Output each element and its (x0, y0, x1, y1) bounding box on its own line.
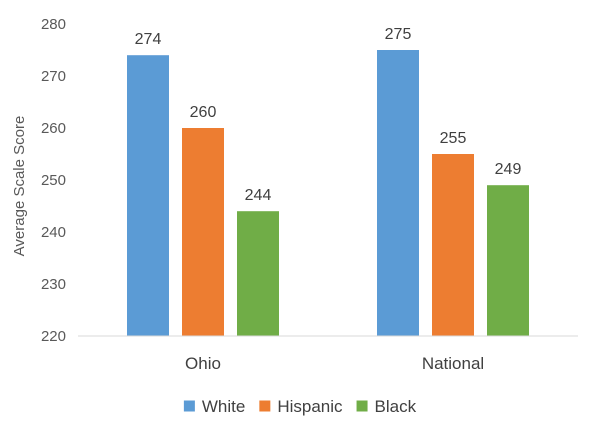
legend-swatch-hispanic (259, 400, 271, 412)
bar-black-national (487, 185, 529, 336)
y-tick-label: 250 (41, 172, 66, 189)
data-label: 249 (495, 161, 522, 178)
y-tick-label: 240 (41, 224, 66, 241)
legend-label-hispanic: Hispanic (277, 397, 343, 416)
legend-label-black: Black (375, 397, 417, 416)
y-tick-label: 280 (41, 16, 66, 33)
y-tick-label: 230 (41, 276, 66, 293)
data-label: 275 (385, 26, 412, 43)
bars: 274 260 244 275 255 249 (127, 26, 529, 336)
y-tick-label: 220 (41, 328, 66, 345)
bar-hispanic-national (432, 154, 474, 336)
data-label: 244 (245, 187, 272, 204)
y-axis-ticks: 220 230 240 250 260 270 280 (41, 16, 66, 345)
legend-swatch-black (356, 400, 368, 412)
bar-white-ohio (127, 55, 169, 336)
y-tick-label: 270 (41, 68, 66, 85)
legend: White Hispanic Black (183, 397, 417, 416)
category-label-national: National (422, 354, 484, 373)
y-tick-label: 260 (41, 120, 66, 137)
legend-swatch-white (183, 400, 195, 412)
data-label: 260 (190, 104, 217, 121)
bar-black-ohio (237, 211, 279, 336)
data-label: 255 (440, 130, 467, 147)
category-label-ohio: Ohio (185, 354, 221, 373)
y-axis-title: Average Scale Score (11, 116, 28, 257)
bar-hispanic-ohio (182, 128, 224, 336)
legend-label-white: White (202, 397, 245, 416)
category-labels: Ohio National (185, 354, 484, 373)
bar-white-national (377, 50, 419, 336)
data-label: 274 (135, 31, 162, 48)
